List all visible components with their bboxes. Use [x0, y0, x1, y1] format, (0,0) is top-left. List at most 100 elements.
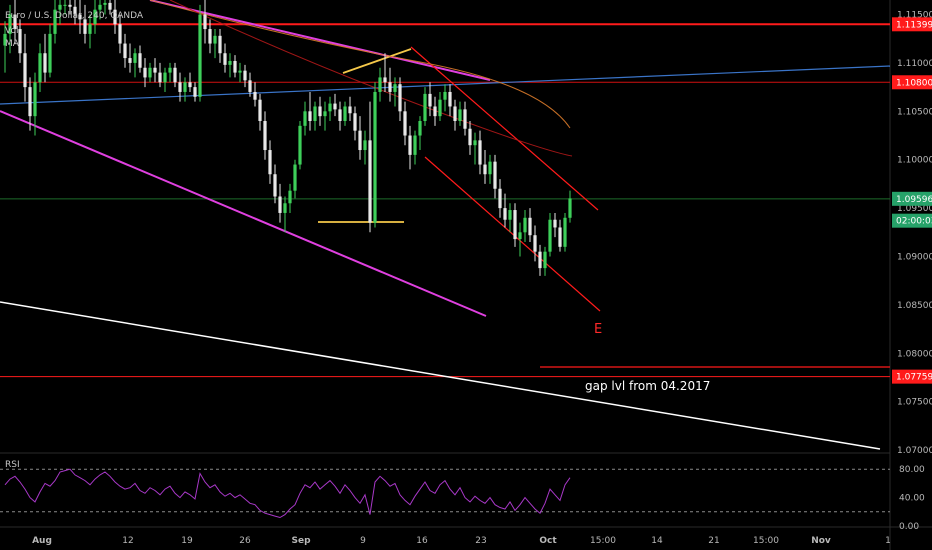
candle-body [238, 70, 242, 73]
candle-body [363, 140, 367, 151]
yellow-top-line[interactable] [342, 48, 412, 74]
candle-body [553, 219, 557, 228]
price-axis[interactable]: 1.11500 1.11000 1.10500 1.10000 1.09500 1.090… [897, 11, 932, 457]
candle-body [338, 109, 342, 121]
candle-body [548, 219, 552, 252]
candle-body [103, 2, 107, 5]
time-tick-label: 23 [475, 536, 486, 546]
white-long-trendline[interactable] [0, 301, 881, 450]
candle-body [498, 188, 502, 209]
candle-body [98, 4, 102, 10]
time-axis[interactable]: Aug 12 19 26 Sep 9 16 23 Oct 15:00 14 21 15:00 Nov 1 [32, 536, 891, 546]
candle-body [473, 140, 477, 146]
candle-body [208, 29, 212, 44]
candle-body [318, 106, 322, 117]
price-tag-label: 02:00:03 [896, 217, 932, 227]
price-tick-label: 1.08000 [897, 349, 932, 359]
candle-body [283, 203, 287, 213]
candle-body [468, 128, 472, 146]
candle-body [538, 251, 542, 269]
candle-body [443, 91, 447, 100]
candle-body [143, 67, 147, 78]
candle-body [563, 217, 567, 247]
candle-body [173, 67, 177, 83]
magenta-channel-lower[interactable] [0, 110, 487, 317]
red-channel-upper[interactable] [410, 46, 599, 211]
candle-body [303, 111, 307, 126]
price-tag-label: 1.11399 [896, 20, 932, 30]
candle-body [73, 6, 77, 15]
candle-body [428, 93, 432, 107]
candle-body [518, 232, 522, 240]
price-tag-label: 1.07759 [896, 373, 932, 383]
time-tick-label: Aug [32, 536, 52, 546]
candle-body [178, 82, 182, 92]
drawings-layer [0, 0, 891, 450]
candle-body [188, 82, 192, 88]
rsi-axis: 80.00 40.00 0.00 [899, 465, 925, 532]
candle-body [493, 161, 497, 189]
candle-body [458, 109, 462, 121]
candle-body [213, 35, 217, 44]
candle-body [88, 24, 92, 34]
candle-body [78, 14, 82, 20]
time-tick-label: 26 [239, 536, 251, 546]
candle-body [453, 106, 457, 121]
candle-body [8, 14, 12, 34]
candle-body [48, 33, 52, 73]
candle-body [268, 150, 272, 175]
candle-body [568, 198, 572, 218]
candle-body [533, 235, 537, 252]
candle-body [258, 99, 262, 121]
candle-body [393, 84, 397, 92]
legend-symbol: Euro / U.S. Dollar, 240, OANDA [5, 11, 144, 21]
time-tick-label: Sep [291, 536, 311, 546]
candle-body [323, 111, 327, 117]
rsi-pane [0, 468, 890, 519]
candle-body [123, 43, 127, 59]
candle-body [378, 77, 382, 92]
candle-body [383, 77, 387, 83]
candle-body [248, 80, 252, 92]
price-tags: 1.11399 1.10800 1.09596 02:00:03 1.07759 [892, 17, 932, 384]
candle-body [348, 106, 352, 114]
rsi-tick-label: 0.00 [899, 522, 919, 532]
legend-ma: MA [5, 39, 20, 49]
candle-body [43, 53, 47, 73]
candle-body [23, 53, 27, 88]
candle-body [58, 4, 62, 10]
candle-body [108, 2, 112, 10]
price-tick-label: 1.10500 [897, 107, 932, 117]
candle-body [138, 53, 142, 68]
candle-body [263, 120, 267, 151]
price-tag [892, 17, 932, 32]
rsi-tick-label: 40.00 [899, 494, 925, 504]
ma-red-line [169, 0, 573, 157]
candle-body [273, 174, 277, 197]
price-tick-label: 1.07500 [897, 398, 932, 408]
candle-body [313, 106, 317, 121]
time-tick-label: 15:00 [753, 536, 779, 546]
candle-body [408, 135, 412, 155]
candle-body [503, 208, 507, 220]
candle-body [218, 35, 222, 54]
candle-body [448, 91, 452, 107]
candle-body [343, 106, 347, 121]
time-tick-label: Oct [539, 536, 557, 546]
candle-body [508, 210, 512, 220]
candle-body [203, 14, 207, 30]
price-tick-label: 1.07000 [897, 446, 932, 456]
candle-body [128, 58, 132, 63]
price-tag [892, 191, 932, 206]
candle-body [168, 67, 172, 73]
candle-body [373, 91, 377, 223]
price-tick-label: 1.10000 [897, 156, 932, 166]
candle-body [278, 196, 282, 213]
candle-body [38, 53, 42, 83]
price-tag-label: 1.10800 [896, 78, 932, 88]
price-tick-label: 1.09000 [897, 253, 932, 263]
red-channel-lower[interactable] [424, 156, 601, 312]
candle-body [133, 53, 137, 63]
